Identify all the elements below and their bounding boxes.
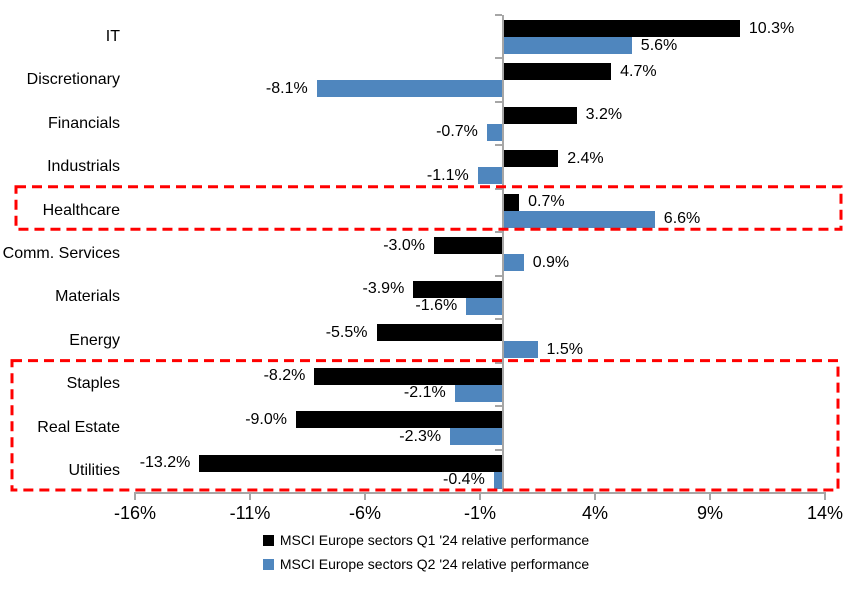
legend-swatch-q2-icon <box>262 558 274 570</box>
category-label-real-estate: Real Estate <box>37 418 120 436</box>
category-label-industrials: Industrials <box>47 158 120 176</box>
x-axis-tick <box>134 493 136 500</box>
bar-q1-utilities <box>199 454 503 472</box>
value-label-q2-real-estate: -2.3% <box>399 427 442 445</box>
bar-q1-healthcare <box>503 193 520 211</box>
bar-q1-staples <box>314 367 503 385</box>
legend-item-q2: MSCI Europe sectors Q2 '24 relative perf… <box>262 556 590 572</box>
bar-q2-discretionary <box>316 80 503 98</box>
x-tick-label-6: -6% <box>348 503 382 523</box>
bar-q2-materials <box>466 297 503 315</box>
value-label-q1-financials: 3.2% <box>585 106 623 124</box>
x-tick-label-9: 9% <box>696 503 724 523</box>
bar-q2-staples <box>454 384 503 402</box>
value-label-q1-industrials: 2.4% <box>567 149 604 167</box>
category-label-financials: Financials <box>47 114 120 132</box>
legend-label-q1: MSCI Europe sectors Q1 '24 relative perf… <box>279 532 590 548</box>
value-label-q2-healthcare: 6.6% <box>663 210 701 228</box>
bar-q2-financials <box>486 123 503 141</box>
category-tick <box>495 448 502 451</box>
value-label-q1-discretionary: 4.7% <box>620 62 657 80</box>
x-axis-tick <box>824 493 826 500</box>
x-tick-label-16: -16% <box>113 503 157 523</box>
bar-q1-energy <box>376 324 503 342</box>
category-tick <box>495 361 502 364</box>
value-label-q1-it: 10.3% <box>748 19 795 37</box>
value-label-q2-financials: -0.7% <box>436 123 478 141</box>
value-label-q2-materials: -1.6% <box>415 297 458 315</box>
legend-swatch-q1-icon <box>262 534 274 546</box>
category-label-utilities: Utilities <box>68 462 120 480</box>
value-label-q1-utilities: -13.2% <box>139 454 191 471</box>
category-label-discretionary: Discretionary <box>26 71 120 89</box>
category-tick <box>495 57 502 60</box>
x-axis-tick <box>709 493 711 500</box>
value-label-q2-utilities: -0.4% <box>443 471 485 488</box>
category-label-energy: Energy <box>69 331 120 349</box>
value-label-q2-discretionary: -8.1% <box>265 79 308 97</box>
value-label-q2-comm-services: 0.9% <box>532 253 570 271</box>
category-label-comm-services: Comm. Services <box>2 244 120 262</box>
value-label-q1-materials: -3.9% <box>362 280 405 298</box>
bar-q2-real-estate <box>450 428 503 446</box>
value-label-q2-energy: 1.5% <box>546 340 583 358</box>
bar-q2-healthcare <box>503 210 655 228</box>
category-tick <box>495 405 502 408</box>
x-tick-label-14: 14% <box>806 503 844 523</box>
x-axis-tick <box>364 493 366 500</box>
value-label-q2-it: 5.6% <box>640 36 678 54</box>
bar-q2-it <box>503 37 632 54</box>
bar-q2-energy <box>503 341 538 359</box>
value-label-q1-energy: -5.5% <box>325 323 368 341</box>
highlight-box-healthcare <box>14 185 843 231</box>
legend-item-q1: MSCI Europe sectors Q1 '24 relative perf… <box>262 532 590 548</box>
zero-axis-line <box>502 15 504 493</box>
bar-q1-industrials <box>503 150 559 168</box>
bar-q2-industrials <box>477 167 503 185</box>
category-tick <box>495 231 502 234</box>
category-tick <box>495 187 502 190</box>
bar-q1-financials <box>503 106 577 124</box>
bar-q2-comm-services <box>503 254 524 272</box>
bar-q1-it <box>503 20 740 37</box>
bar-q1-real-estate <box>296 411 503 429</box>
value-label-q1-real-estate: -9.0% <box>245 410 287 428</box>
x-tick-label-11: -11% <box>229 503 271 523</box>
x-tick-label-4: 4% <box>581 503 609 523</box>
value-label-q2-industrials: -1.1% <box>426 166 469 184</box>
category-tick <box>495 100 502 103</box>
legend: MSCI Europe sectors Q1 '24 relative perf… <box>0 532 852 572</box>
x-axis-tick <box>594 493 596 500</box>
bar-q1-materials <box>413 280 503 298</box>
bar-q1-comm-services <box>434 237 503 255</box>
value-label-q1-healthcare: 0.7% <box>528 193 565 211</box>
value-label-q1-staples: -8.2% <box>263 367 306 385</box>
category-label-materials: Materials <box>55 288 120 306</box>
x-axis-tick <box>249 493 251 500</box>
category-tick <box>495 14 502 16</box>
category-tick <box>495 144 502 147</box>
x-tick-label-1: -1% <box>463 503 497 523</box>
category-label-staples: Staples <box>66 375 120 393</box>
category-label-it: IT <box>105 27 120 45</box>
category-tick <box>495 274 502 277</box>
value-label-q1-comm-services: -3.0% <box>383 236 425 254</box>
category-label-healthcare: Healthcare <box>42 201 120 219</box>
value-label-q2-staples: -2.1% <box>403 384 446 402</box>
legend-label-q2: MSCI Europe sectors Q2 '24 relative perf… <box>279 556 590 572</box>
category-tick <box>495 318 502 321</box>
bar-q1-discretionary <box>503 63 612 81</box>
x-axis-tick <box>479 493 481 500</box>
